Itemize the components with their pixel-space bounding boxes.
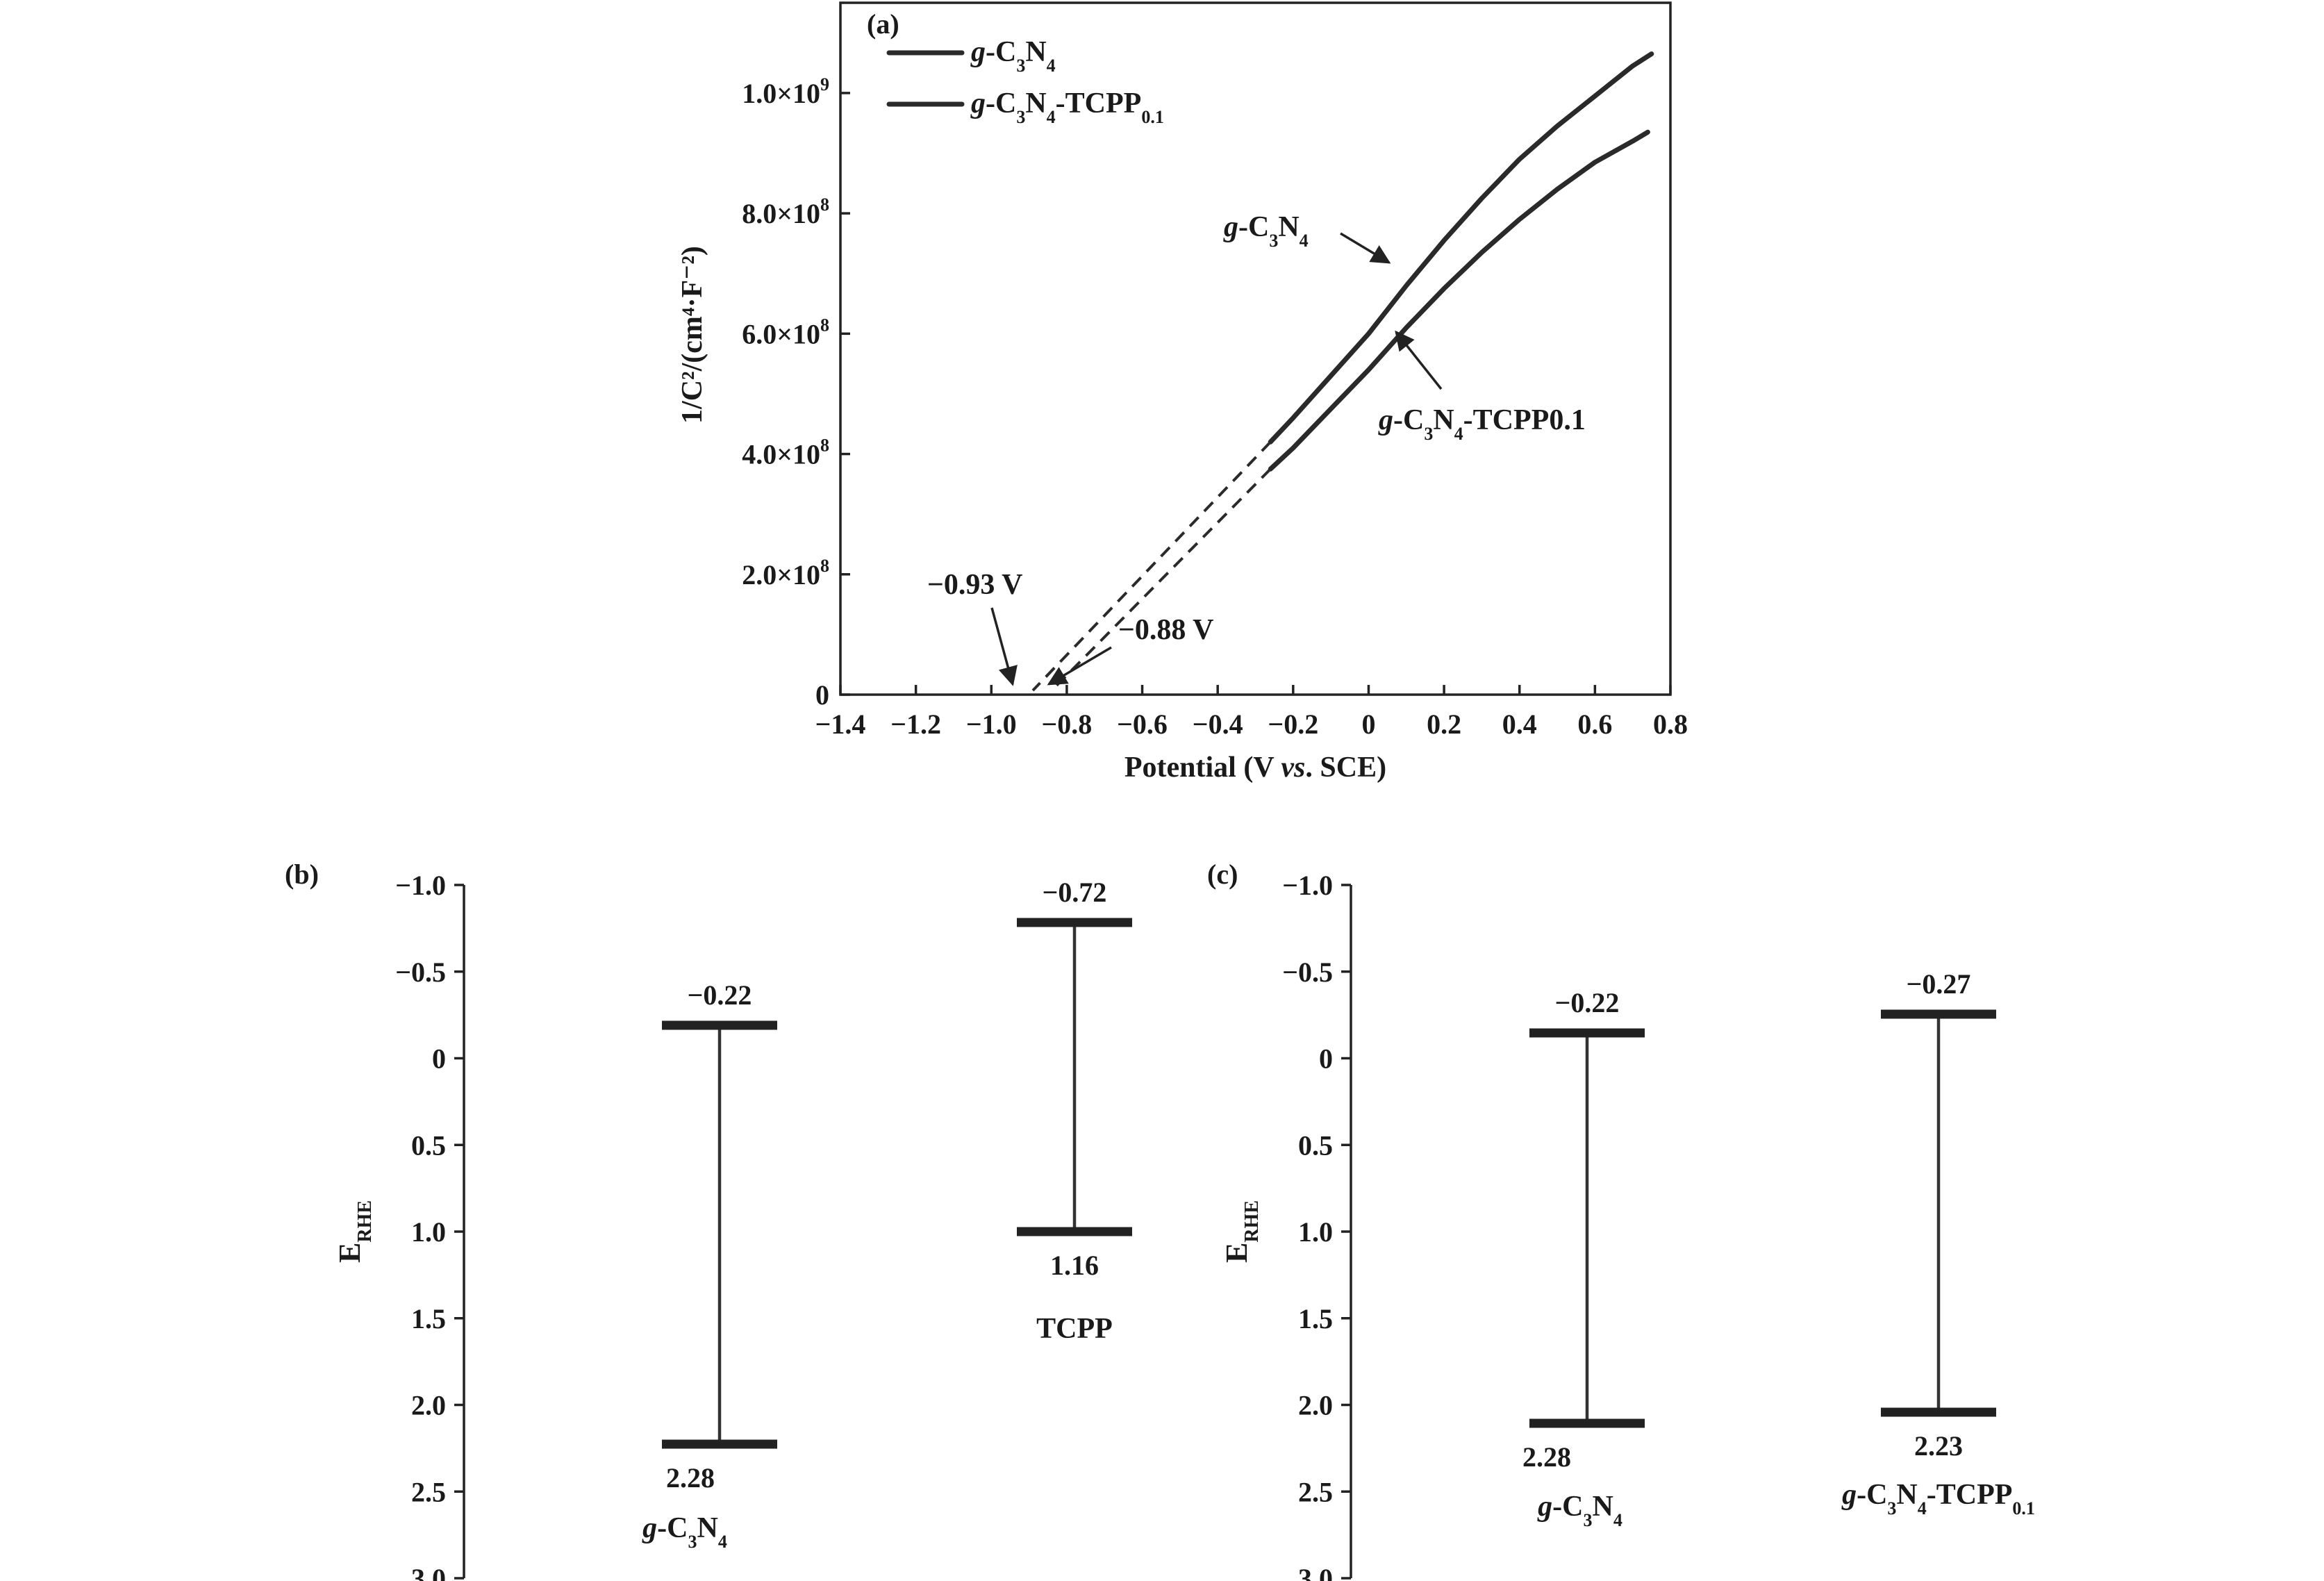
y-tick-label: 1.0 bbox=[1298, 1216, 1333, 1248]
y-tick-label: 3.0 bbox=[411, 1563, 446, 1581]
intercept-label: −0.93 V bbox=[927, 569, 1023, 601]
material-name: TCPP bbox=[1036, 1313, 1113, 1345]
y-tick-label: 0.5 bbox=[411, 1129, 446, 1161]
y-tick-label: 2.0 bbox=[411, 1390, 446, 1421]
y-tick-label: 0 bbox=[815, 679, 829, 711]
x-tick-label: −0.6 bbox=[1117, 709, 1168, 740]
x-tick-label: 0.8 bbox=[1653, 709, 1688, 740]
panel-label: (a) bbox=[867, 8, 899, 40]
y-tick-label: 2.5 bbox=[411, 1476, 446, 1507]
x-tick-label: −0.2 bbox=[1268, 709, 1318, 740]
intercept-label: −0.88 V bbox=[1118, 614, 1214, 646]
vb-value-label: 1.16 bbox=[1050, 1250, 1099, 1281]
legend-label: g-C3N4-TCPP0.1 bbox=[970, 88, 1164, 127]
x-tick-label: −1.4 bbox=[815, 709, 866, 740]
cb-value-label: −0.22 bbox=[1555, 987, 1620, 1018]
y-tick-label: 1.5 bbox=[1298, 1303, 1333, 1334]
x-tick-label: 0.6 bbox=[1577, 709, 1612, 740]
extrapolation-line bbox=[1050, 467, 1272, 692]
y-tick-label: −1.0 bbox=[1282, 870, 1333, 901]
x-tick-label: −0.4 bbox=[1193, 709, 1243, 740]
y-tick-label: 1.0×109 bbox=[742, 74, 829, 109]
y-tick-label: 4.0×108 bbox=[742, 436, 829, 470]
material-name: g-C3N4-TCPP0.1 bbox=[1841, 1479, 2035, 1518]
x-tick-label: 0 bbox=[1361, 709, 1375, 740]
panel-c: (c) −1.0 −0.5 0 0.5 1.0 1.5 2.0 2.5 3.0 ERHE −0.22 2… bbox=[1207, 859, 2035, 1581]
plot-frame bbox=[839, 1, 1672, 696]
y-tick-label: 1.5 bbox=[411, 1303, 446, 1334]
material-name: g-C3N4 bbox=[1537, 1491, 1622, 1530]
y-tick-label: 3.0 bbox=[1298, 1563, 1333, 1581]
y-tick-label: 0 bbox=[1319, 1043, 1333, 1075]
x-tick-label: −0.8 bbox=[1042, 709, 1093, 740]
y-axis-title: 1/C²/(cm⁴·F⁻²) bbox=[677, 246, 708, 424]
y-tick-label: −0.5 bbox=[395, 957, 446, 988]
x-tick-label: −1.2 bbox=[890, 709, 941, 740]
vb-value-label: 2.28 bbox=[666, 1462, 715, 1493]
cb-value-label: −0.27 bbox=[1907, 968, 1971, 1000]
y-tick-label: 0 bbox=[432, 1043, 446, 1075]
x-axis-title: Potential (V vs. SCE) bbox=[1124, 752, 1386, 784]
intercept-arrow bbox=[1047, 646, 1112, 686]
series-line bbox=[1268, 129, 1650, 472]
y-tick-label: 2.0×108 bbox=[742, 556, 829, 590]
curve-annotation: g-C3N4-TCPP0.1 bbox=[1378, 404, 1586, 444]
legend-label: g-C3N4 bbox=[970, 36, 1056, 76]
annotation-arrow bbox=[1340, 232, 1391, 264]
y-axis-title: ERHE bbox=[333, 1200, 376, 1263]
curve-annotation: g-C3N4 bbox=[1223, 211, 1309, 251]
y-tick-label: −1.0 bbox=[395, 870, 446, 901]
annotation-arrow bbox=[1395, 330, 1443, 390]
x-tick-label: 0.4 bbox=[1502, 709, 1537, 740]
panel-label: (b) bbox=[285, 859, 319, 890]
vb-value-label: 2.23 bbox=[1914, 1430, 1963, 1462]
y-axis-title: ERHE bbox=[1220, 1200, 1263, 1263]
cb-value-label: −0.72 bbox=[1043, 877, 1107, 908]
y-tick-label: −0.5 bbox=[1282, 957, 1333, 988]
x-tick-label: 0.2 bbox=[1427, 709, 1461, 740]
material-name: g-C3N4 bbox=[642, 1512, 727, 1552]
cb-value-label: −0.22 bbox=[688, 979, 752, 1011]
vb-value-label: 2.28 bbox=[1522, 1441, 1571, 1473]
intercept-arrow bbox=[990, 607, 1018, 686]
x-tick-label: −1.0 bbox=[966, 709, 1017, 740]
panel-a: (a) −1.4 −1.2 −1.0 −0.8 −0.6 −0.4 −0.2 0 0.2 0.4 0.… bbox=[677, 1, 1688, 784]
series-line bbox=[1268, 51, 1654, 445]
y-tick-label: 2.0 bbox=[1298, 1390, 1333, 1421]
y-tick-label: 0.5 bbox=[1298, 1129, 1333, 1161]
extrapolation-line bbox=[1031, 440, 1272, 692]
y-tick-label: 1.0 bbox=[411, 1216, 446, 1248]
y-tick-label: 8.0×108 bbox=[742, 194, 829, 229]
y-tick-label: 6.0×108 bbox=[742, 315, 829, 349]
panel-label: (c) bbox=[1207, 859, 1238, 890]
y-tick-label: 2.5 bbox=[1298, 1476, 1333, 1507]
panel-b: (b) −1.0 −0.5 0 0.5 1.0 1.5 2.0 2.5 3.0 ERHE −0.22 2… bbox=[285, 859, 1132, 1581]
